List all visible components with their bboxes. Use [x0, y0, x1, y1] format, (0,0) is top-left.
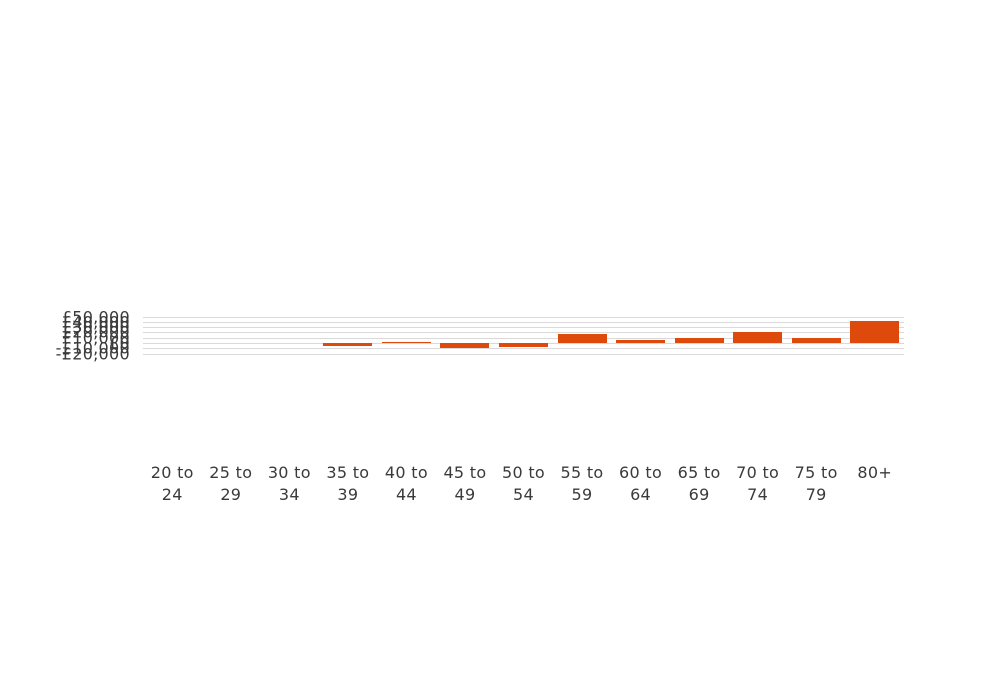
x-tick-label: 70 to 74: [736, 463, 780, 504]
gridline: [143, 348, 904, 349]
gridline: [143, 338, 904, 339]
bar-60-to-64: [616, 339, 666, 343]
x-tick-label: 45 to 49: [443, 463, 487, 504]
y-tick-label: £10,000: [61, 328, 130, 348]
bar-75-to-79: [791, 337, 841, 343]
bar-35-to-39: [323, 343, 373, 346]
gridline: [143, 317, 904, 318]
y-tick-label: £40,000: [61, 312, 130, 332]
gridline: [143, 354, 904, 355]
x-tick-label: 65 to 69: [677, 463, 721, 504]
bar-80plus: [850, 320, 900, 343]
x-tick-label: 25 to 29: [209, 463, 253, 504]
x-tick-label: 35 to 39: [326, 463, 370, 504]
x-tick-label: 60 to 64: [619, 463, 663, 504]
bar-45-to-49: [440, 343, 490, 348]
gridline: [143, 322, 904, 323]
y-tick-label: £30,000: [61, 317, 130, 337]
bar-55-to-59: [557, 333, 607, 343]
y-tick-label: -£10,000: [55, 338, 130, 358]
gridline: [143, 327, 904, 328]
bar-40-to-44: [381, 341, 431, 343]
bar-65-to-69: [674, 337, 724, 343]
gridline: [143, 332, 904, 333]
x-tick-label: 75 to 79: [794, 463, 838, 504]
x-tick-label: 55 to 59: [560, 463, 604, 504]
y-tick-label: £50,000: [61, 307, 130, 327]
x-tick-label: 30 to 34: [267, 463, 311, 504]
x-tick-label: 80+: [857, 463, 893, 482]
x-tick-label: 50 to 54: [501, 463, 545, 504]
y-tick-label: £20,000: [61, 322, 130, 342]
bar-70-to-74: [733, 332, 783, 343]
x-tick-label: 40 to 44: [384, 463, 428, 504]
y-tick-label: -£20,000: [55, 344, 130, 364]
bar-50-to-54: [499, 343, 548, 348]
x-tick-label: 20 to 24: [150, 463, 194, 504]
y-tick-label: £0: [109, 333, 130, 353]
